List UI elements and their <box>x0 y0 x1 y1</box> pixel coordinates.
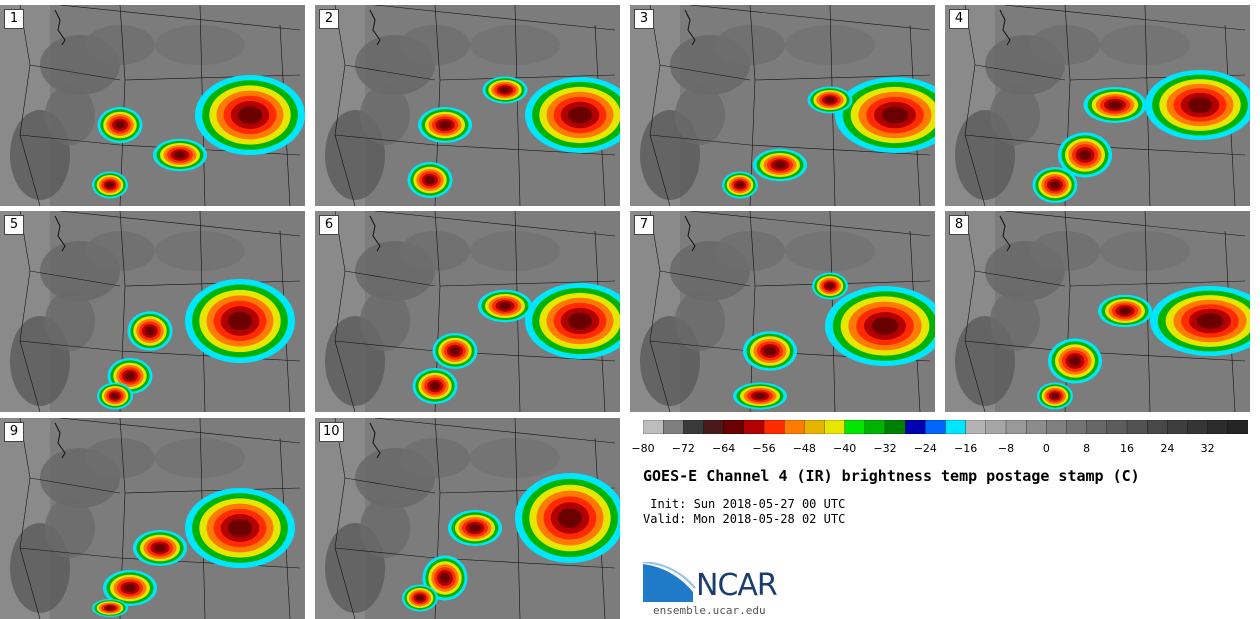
colorbar-tick-label: 0 <box>1042 442 1050 455</box>
colorbar-swatch <box>844 420 866 434</box>
colorbar-swatch <box>743 420 765 434</box>
postage-stamp-panel: 4 <box>945 5 1250 206</box>
colorbar-swatch <box>784 420 805 434</box>
colorbar-swatch <box>824 420 846 434</box>
colorbar-tick-label: −56 <box>752 442 776 455</box>
postage-stamp-panel: 6 <box>315 211 620 412</box>
panel-number: 1 <box>4 9 24 29</box>
colorbar-swatch <box>1207 420 1229 434</box>
colorbar-swatch <box>1147 420 1168 434</box>
panel-number: 10 <box>319 422 344 442</box>
colorbar <box>643 420 1248 434</box>
colorbar-tick-label: −24 <box>913 442 937 455</box>
panel-number: 2 <box>319 9 339 29</box>
colorbar-swatch <box>1187 420 1209 434</box>
colorbar-swatch <box>1227 420 1248 434</box>
postage-stamp-panel: 1 <box>0 5 305 206</box>
colorbar-swatch <box>643 420 664 434</box>
colorbar-swatch <box>1106 420 1128 434</box>
colorbar-tick-label: −40 <box>833 442 857 455</box>
site-url[interactable]: ensemble.ucar.edu <box>653 604 766 617</box>
postage-stamp-panel: 10 <box>315 418 620 619</box>
colorbar-swatch <box>663 420 684 434</box>
colorbar-swatch <box>763 420 785 434</box>
colorbar-swatch <box>1066 420 1088 434</box>
panel-number: 3 <box>634 9 654 29</box>
ir-satellite-map <box>315 211 620 412</box>
colorbar-swatch <box>1126 420 1148 434</box>
colorbar-tick-label: −64 <box>712 442 736 455</box>
colorbar-tick-label: −16 <box>954 442 978 455</box>
ir-satellite-map <box>945 5 1250 206</box>
panel-number: 9 <box>4 422 24 442</box>
colorbar-swatch <box>905 420 926 434</box>
colorbar-swatch <box>1086 420 1108 434</box>
postage-stamp-panel: 3 <box>630 5 935 206</box>
colorbar-swatch <box>1046 420 1067 434</box>
panel-number: 5 <box>4 215 24 235</box>
panel-number: 6 <box>319 215 339 235</box>
colorbar-swatch <box>945 420 967 434</box>
ncar-logo: NCAR <box>696 568 778 603</box>
colorbar-swatch <box>723 420 745 434</box>
ir-satellite-map <box>0 418 305 619</box>
postage-stamp-panel: 8 <box>945 211 1250 412</box>
panel-number: 8 <box>949 215 969 235</box>
colorbar-swatch <box>703 420 725 434</box>
colorbar-tick-label: −8 <box>997 442 1015 455</box>
colorbar-swatch <box>804 420 825 434</box>
colorbar-swatch <box>1167 420 1188 434</box>
colorbar-tick-label: −72 <box>671 442 695 455</box>
colorbar-tick-label: 16 <box>1120 442 1134 455</box>
postage-stamp-panel: 7 <box>630 211 935 412</box>
colorbar-swatch <box>925 420 946 434</box>
page-title: GOES-E Channel 4 (IR) brightness temp po… <box>643 467 1140 485</box>
valid-time: Valid: Mon 2018-05-28 02 UTC <box>643 512 846 526</box>
colorbar-tick-label: 8 <box>1083 442 1091 455</box>
ncar-swoosh-icon <box>643 562 696 602</box>
colorbar-swatch <box>884 420 906 434</box>
ir-satellite-map <box>315 418 620 619</box>
ir-satellite-map <box>630 211 935 412</box>
colorbar-tick-label: 32 <box>1200 442 1215 455</box>
colorbar-tick-label: −32 <box>873 442 897 455</box>
ir-satellite-map <box>945 211 1250 412</box>
colorbar-swatch <box>965 420 987 434</box>
postage-stamp-panel: 9 <box>0 418 305 619</box>
colorbar-swatch <box>864 420 886 434</box>
colorbar-tick-label: 24 <box>1160 442 1175 455</box>
postage-stamp-panel: 5 <box>0 211 305 412</box>
init-time: Init: Sun 2018-05-27 00 UTC <box>643 497 846 511</box>
colorbar-swatch <box>683 420 704 434</box>
panel-number: 4 <box>949 9 969 29</box>
colorbar-swatch <box>1005 420 1027 434</box>
colorbar-tick-label: −48 <box>792 442 816 455</box>
ir-satellite-map <box>315 5 620 206</box>
colorbar-swatch <box>1026 420 1047 434</box>
colorbar-swatch <box>985 420 1007 434</box>
ir-satellite-map <box>0 5 305 206</box>
postage-stamp-panel: 2 <box>315 5 620 206</box>
panel-number: 7 <box>634 215 654 235</box>
colorbar-tick-label: −80 <box>631 442 655 455</box>
ir-satellite-map <box>630 5 935 206</box>
ir-satellite-map <box>0 211 305 412</box>
